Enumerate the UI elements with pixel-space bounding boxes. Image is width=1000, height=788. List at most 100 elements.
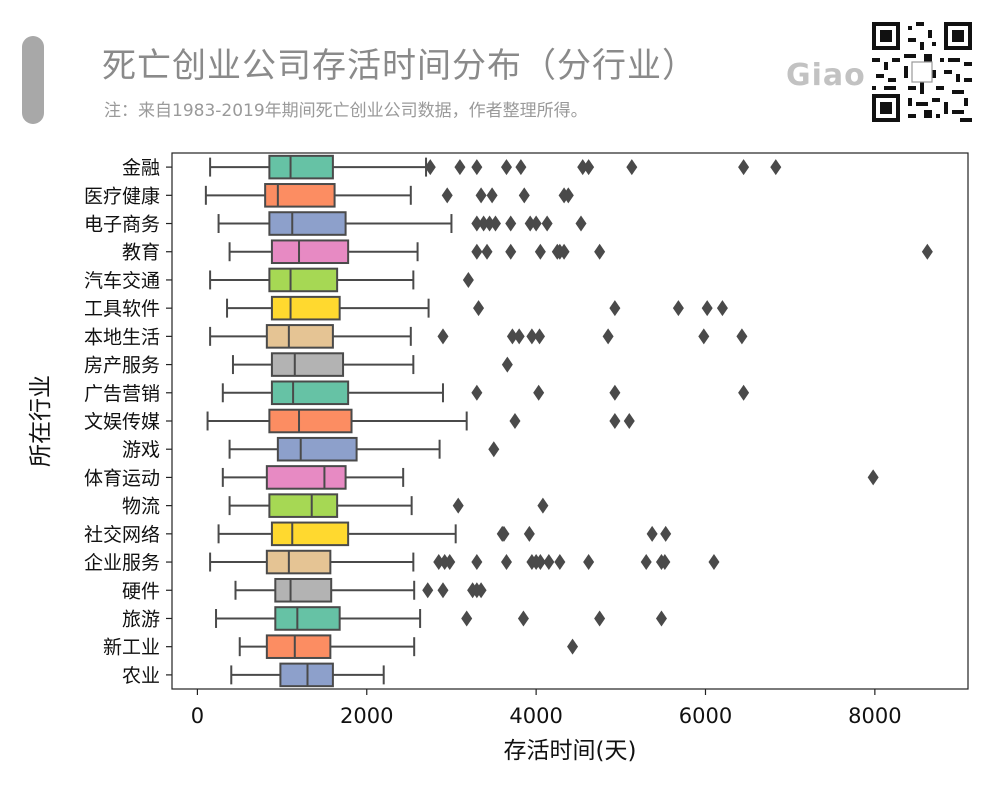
- y-tick-label: 体育运动: [84, 467, 160, 489]
- outlier-point: [526, 328, 538, 345]
- y-tick-label: 游戏: [122, 439, 160, 461]
- outlier-point: [433, 554, 445, 571]
- outlier-point: [583, 554, 595, 571]
- outlier-point: [567, 638, 579, 655]
- outlier-point: [462, 271, 474, 288]
- box-iqr: [268, 408, 353, 434]
- outlier-point: [541, 215, 553, 232]
- outlier-point: [523, 525, 535, 542]
- outlier-point: [698, 328, 710, 345]
- x-tick-label: 6000: [679, 704, 732, 728]
- outlier-point: [441, 187, 453, 204]
- outlier-point: [646, 525, 658, 542]
- outlier-point: [475, 187, 487, 204]
- outlier-point: [701, 300, 713, 317]
- outlier-point: [659, 554, 671, 571]
- x-tick-label: 4000: [509, 704, 562, 728]
- outlier-point: [505, 243, 517, 260]
- outlier-point: [594, 610, 606, 627]
- outlier-point: [471, 384, 483, 401]
- box-iqr: [274, 577, 333, 603]
- outlier-point: [672, 300, 684, 317]
- outlier-point: [594, 243, 606, 260]
- y-tick-label: 工具软件: [84, 298, 160, 320]
- outlier-point: [738, 159, 750, 176]
- outlier-point: [498, 525, 510, 542]
- outlier-point: [602, 328, 614, 345]
- outlier-point: [481, 243, 493, 260]
- outlier-point: [473, 300, 485, 317]
- x-tick-label: 8000: [848, 704, 901, 728]
- box-iqr: [268, 267, 339, 293]
- y-tick-label: 文娱传媒: [84, 411, 160, 433]
- outlier-point: [770, 159, 782, 176]
- y-tick-label: 本地生活: [84, 326, 160, 348]
- outlier-point: [537, 497, 549, 514]
- outlier-point: [517, 610, 529, 627]
- outlier-point: [609, 384, 621, 401]
- outlier-point: [471, 243, 483, 260]
- outlier-point: [437, 582, 449, 599]
- box-iqr: [268, 154, 334, 180]
- box-iqr: [276, 436, 358, 462]
- outlier-point: [513, 328, 525, 345]
- y-tick-label: 社交网络: [84, 524, 160, 546]
- y-axis-label: 所在行业: [28, 375, 54, 467]
- box-iqr: [268, 493, 339, 518]
- y-tick-label: 汽车交通: [84, 270, 160, 292]
- outlier-point: [554, 554, 566, 571]
- outlier-point: [736, 328, 748, 345]
- page-title: 死亡创业公司存活时间分布（分行业）: [102, 46, 697, 86]
- box-iqr: [270, 521, 350, 547]
- y-tick-label: 电子商务: [84, 214, 160, 236]
- outlier-point: [424, 159, 436, 176]
- outlier-point: [515, 159, 527, 176]
- x-axis-label: 存活时间(天): [504, 738, 637, 764]
- page-subtitle: 注：来自1983-2019年期间死亡创业公司数据，作者整理所得。: [104, 101, 588, 121]
- y-tick-label: 物流: [122, 496, 160, 518]
- box-iqr: [265, 324, 334, 349]
- box-iqr: [265, 465, 347, 490]
- outlier-point: [867, 469, 879, 486]
- outlier-point: [501, 356, 513, 373]
- outlier-point: [484, 215, 496, 232]
- outlier-point: [640, 554, 652, 571]
- outlier-point: [558, 243, 570, 260]
- box-iqr: [270, 352, 345, 377]
- box-iqr: [270, 380, 350, 406]
- outlier-point: [577, 159, 589, 176]
- outlier-point: [422, 582, 434, 599]
- outlier-point: [921, 243, 933, 260]
- outlier-point: [461, 610, 473, 627]
- outlier-point: [708, 554, 720, 571]
- title-accent-bar: [22, 36, 44, 124]
- outlier-point: [486, 187, 498, 204]
- outlier-point: [626, 159, 638, 176]
- outlier-point: [475, 582, 487, 599]
- y-tick-label: 新工业: [103, 637, 160, 659]
- outlier-point: [489, 215, 501, 232]
- outlier-point: [454, 159, 466, 176]
- outlier-point: [471, 159, 483, 176]
- outlier-point: [534, 554, 546, 571]
- qr-code-icon: [872, 22, 972, 122]
- y-tick-label: 农业: [122, 665, 160, 687]
- outlier-point: [444, 554, 456, 571]
- y-tick-label: 硬件: [122, 580, 160, 602]
- outlier-point: [437, 328, 449, 345]
- box-iqr: [265, 549, 332, 575]
- y-tick-label: 广告营销: [84, 383, 160, 405]
- y-tick-label: 企业服务: [84, 552, 160, 574]
- outlier-point: [738, 384, 750, 401]
- outlier-point: [505, 215, 517, 232]
- box-iqr: [274, 606, 341, 631]
- outlier-point: [452, 497, 464, 514]
- outlier-point: [609, 413, 621, 429]
- outlier-point: [543, 554, 555, 571]
- box-iqr: [268, 211, 347, 236]
- box-iqr: [265, 634, 332, 659]
- outlier-point: [471, 215, 483, 232]
- box-iqr: [270, 295, 341, 321]
- y-tick-label: 旅游: [122, 608, 160, 630]
